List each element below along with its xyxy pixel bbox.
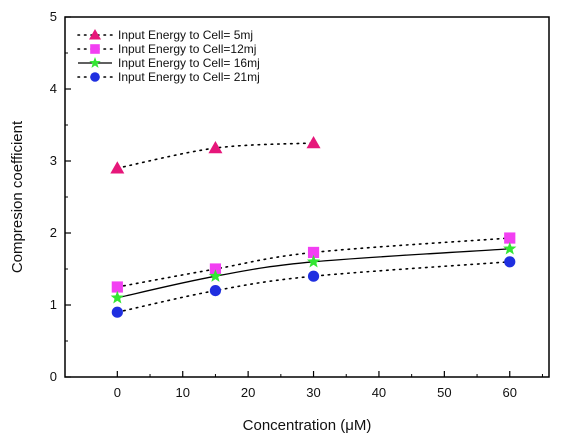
data-point xyxy=(110,290,124,304)
x-axis-title: Concentration (μM) xyxy=(243,417,372,434)
data-point xyxy=(504,232,516,244)
data-point xyxy=(110,161,125,174)
x-tick-label: 10 xyxy=(175,385,189,400)
legend-marker xyxy=(89,57,101,68)
y-tick-label: 2 xyxy=(50,225,57,240)
data-point xyxy=(306,254,321,268)
data-point xyxy=(208,141,223,154)
data-point xyxy=(306,136,321,149)
x-tick-label: 30 xyxy=(306,385,320,400)
legend-label: Input Energy to Cell= 21mj xyxy=(118,70,260,84)
data-point xyxy=(503,241,517,255)
data-point xyxy=(307,246,320,259)
series-line xyxy=(116,237,511,288)
y-tick-label: 4 xyxy=(50,81,57,96)
legend-marker xyxy=(90,44,100,54)
x-tick-label: 0 xyxy=(114,385,121,400)
legend-label: Input Energy to Cell=12mj xyxy=(118,42,256,56)
data-point xyxy=(111,281,123,293)
data-point xyxy=(208,269,223,282)
y-tick-label: 5 xyxy=(50,9,57,24)
x-tick-label: 20 xyxy=(241,385,255,400)
x-tick-label: 60 xyxy=(503,385,517,400)
legend-marker xyxy=(89,29,101,40)
x-tick-label: 40 xyxy=(372,385,386,400)
data-point xyxy=(307,270,320,282)
series-line xyxy=(117,248,510,299)
y-axis-title: Compresion coefficient xyxy=(9,120,26,273)
data-point xyxy=(209,285,222,297)
data-point xyxy=(209,263,222,275)
legend-marker xyxy=(90,72,100,82)
axis-ticks: 0 10 20 30 40 50 60 0 1 2 3 4 5 xyxy=(50,9,543,400)
y-tick-label: 3 xyxy=(50,153,57,168)
data-point xyxy=(111,306,123,318)
series-curves xyxy=(116,142,511,313)
series-line xyxy=(116,261,511,313)
y-tick-label: 1 xyxy=(50,297,57,312)
legend-label: Input Energy to Cell= 16mj xyxy=(118,56,260,70)
legend-label: Input Energy to Cell= 5mj xyxy=(118,28,253,42)
series-markers xyxy=(110,136,517,318)
x-tick-label: 50 xyxy=(437,385,451,400)
data-point xyxy=(504,256,516,268)
y-tick-label: 0 xyxy=(50,369,57,384)
